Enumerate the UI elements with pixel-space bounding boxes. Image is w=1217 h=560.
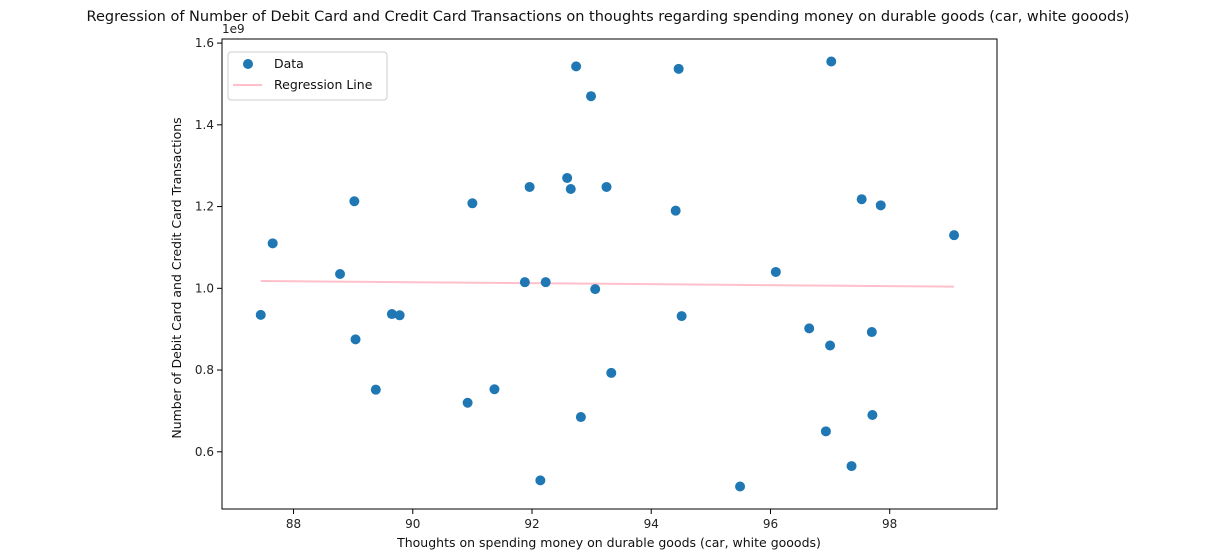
y-axis: 0.6 0.8 1.0 1.2 1.4 1.6 — [195, 36, 222, 459]
data-point — [676, 311, 687, 322]
data-point — [670, 205, 681, 216]
data-point — [571, 61, 582, 72]
legend-data-marker — [243, 59, 253, 69]
data-point — [349, 196, 360, 207]
data-point — [856, 194, 867, 205]
x-tick-label: 98 — [882, 517, 897, 531]
data-point — [575, 412, 586, 423]
legend-regression-label: Regression Line — [274, 77, 373, 92]
data-point — [770, 266, 781, 277]
data-point — [540, 277, 551, 288]
y-tick-label: 1.6 — [195, 36, 214, 50]
data-point — [535, 475, 546, 486]
y-offset-label: 1e9 — [222, 22, 245, 36]
data-point — [467, 198, 478, 209]
data-point — [519, 277, 530, 288]
x-tick-label: 88 — [286, 517, 301, 531]
y-tick-label: 1.4 — [195, 118, 214, 132]
y-tick-label: 0.8 — [195, 363, 214, 377]
points-layer — [255, 56, 960, 492]
x-axis-label: Thoughts on spending money on durable go… — [396, 535, 821, 550]
data-point — [867, 410, 878, 420]
data-point — [267, 238, 278, 249]
data-point — [370, 384, 381, 395]
data-point — [601, 181, 612, 192]
data-point — [606, 367, 617, 378]
data-point — [949, 230, 960, 241]
data-point — [846, 461, 857, 472]
legend-box — [227, 51, 388, 101]
data-point — [350, 334, 361, 345]
data-point — [804, 323, 815, 334]
data-point — [875, 200, 886, 211]
data-point — [335, 269, 346, 279]
data-point — [590, 284, 601, 295]
legend: Data Regression Line — [227, 51, 388, 101]
x-tick-label: 94 — [644, 517, 659, 531]
regression-line — [260, 279, 955, 288]
x-tick-label: 90 — [405, 517, 420, 531]
data-point — [673, 63, 684, 74]
x-axis: 88 90 92 94 96 98 — [286, 509, 897, 531]
data-point — [826, 56, 837, 67]
y-tick-label: 1.0 — [195, 281, 214, 295]
x-tick-label: 92 — [524, 517, 539, 531]
data-point — [586, 91, 597, 102]
regression-layer — [260, 279, 955, 288]
data-point — [866, 327, 877, 338]
data-point — [524, 181, 535, 192]
legend-data-label: Data — [274, 56, 304, 71]
data-point — [735, 481, 746, 492]
x-tick-label: 96 — [763, 517, 778, 531]
data-point — [825, 340, 836, 351]
y-axis-label: Number of Debit Card and Credit Card Tra… — [169, 117, 184, 438]
chart-title: Regression of Number of Debit Card and C… — [87, 9, 1130, 25]
plot-area — [221, 38, 998, 510]
data-point — [562, 172, 573, 183]
data-point — [394, 310, 405, 321]
data-point — [565, 183, 576, 194]
data-point — [489, 384, 500, 395]
data-point — [255, 309, 266, 320]
data-point — [386, 309, 397, 320]
data-point — [820, 426, 831, 437]
y-tick-label: 1.2 — [195, 200, 214, 214]
y-tick-label: 0.6 — [195, 445, 214, 459]
plot-frame — [221, 38, 998, 510]
data-point — [462, 397, 473, 408]
